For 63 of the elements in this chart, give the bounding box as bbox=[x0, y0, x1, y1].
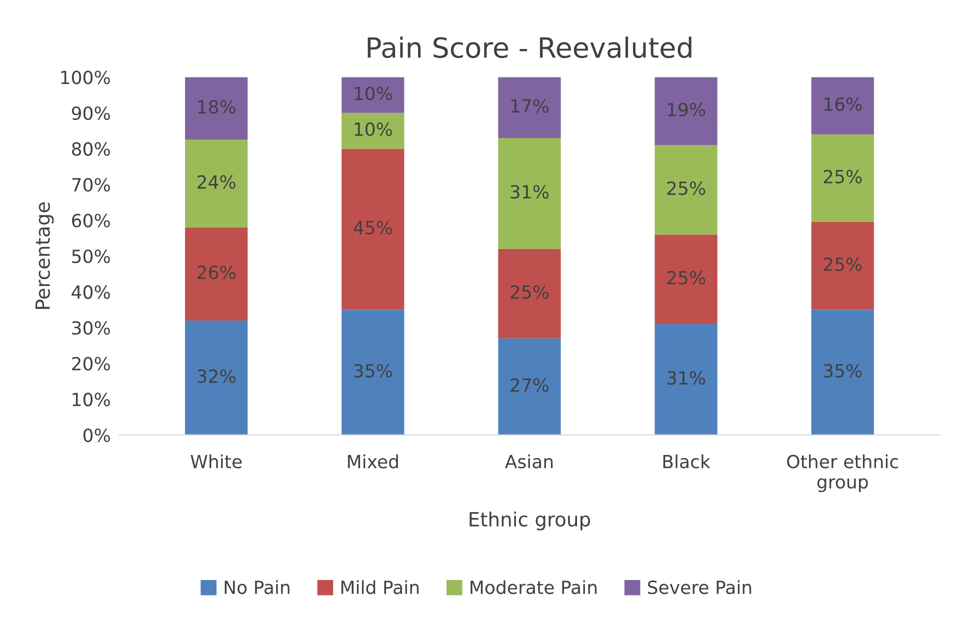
data-label: 25% bbox=[824, 170, 862, 184]
data-label: 17% bbox=[511, 99, 549, 113]
y-tick-label: 90% bbox=[72, 106, 110, 120]
bar bbox=[654, 145, 718, 235]
data-label: 35% bbox=[354, 364, 392, 378]
data-label: 25% bbox=[510, 285, 549, 299]
legend-label: No Pain bbox=[224, 580, 290, 594]
legend-label: Moderate Pain bbox=[470, 580, 597, 594]
y-tick-label: 40% bbox=[72, 285, 110, 299]
bar bbox=[654, 234, 718, 324]
bar bbox=[185, 227, 248, 320]
bar bbox=[498, 77, 561, 138]
data-label: 45% bbox=[354, 220, 392, 234]
bar bbox=[811, 77, 874, 134]
y-tick-label: 70% bbox=[72, 178, 110, 192]
y-tick-label: 50% bbox=[72, 250, 110, 264]
bar bbox=[498, 138, 561, 249]
data-label: 25% bbox=[667, 270, 706, 285]
bar bbox=[811, 310, 874, 435]
bar bbox=[811, 222, 874, 310]
y-tick-label: 0% bbox=[83, 428, 110, 442]
bar bbox=[654, 324, 718, 435]
legend-label: Severe Pain bbox=[648, 580, 752, 594]
legend-label: Mild Pain bbox=[341, 580, 419, 594]
data-label: 10% bbox=[354, 122, 392, 136]
bar bbox=[498, 338, 561, 435]
bar bbox=[811, 134, 874, 222]
x-axis-title: Ethnic group bbox=[470, 512, 590, 530]
data-label: 31% bbox=[510, 185, 549, 199]
x-tick-label: Black bbox=[663, 454, 710, 468]
x-tick-label: Asian bbox=[504, 454, 553, 468]
data-label: 19% bbox=[668, 102, 706, 116]
data-label: 25% bbox=[824, 257, 862, 272]
y-tick-label: 80% bbox=[72, 142, 110, 156]
bar bbox=[185, 140, 248, 228]
x-tick-label: Mixed bbox=[348, 454, 398, 468]
bar bbox=[654, 77, 718, 146]
y-tick-label: 30% bbox=[72, 321, 110, 335]
chart-title: Pain Score - Reevaluted bbox=[368, 36, 692, 58]
y-tick-label: 100% bbox=[61, 70, 110, 84]
data-label: 26% bbox=[198, 266, 236, 280]
bar bbox=[498, 248, 561, 338]
data-label: 32% bbox=[198, 369, 236, 383]
bar bbox=[342, 112, 404, 149]
y-axis-title: Percentage bbox=[36, 202, 54, 309]
data-label: 16% bbox=[824, 97, 862, 111]
data-label: 25% bbox=[667, 181, 706, 196]
data-label: 18% bbox=[198, 100, 236, 114]
y-tick-label: 60% bbox=[72, 214, 110, 228]
bar bbox=[342, 77, 404, 113]
data-label: 35% bbox=[824, 364, 862, 378]
data-label: 10% bbox=[354, 86, 392, 100]
bar bbox=[185, 320, 248, 435]
data-label: 24% bbox=[198, 175, 236, 189]
bar bbox=[342, 310, 404, 435]
bar bbox=[185, 77, 248, 140]
x-tick-label: Other ethnic group bbox=[787, 454, 898, 492]
y-tick-label: 10% bbox=[72, 392, 110, 406]
y-tick-label: 20% bbox=[72, 356, 110, 371]
bar bbox=[342, 148, 404, 310]
data-label: 27% bbox=[510, 378, 549, 392]
data-label: 31% bbox=[667, 371, 706, 385]
x-tick-label: White bbox=[190, 454, 242, 468]
